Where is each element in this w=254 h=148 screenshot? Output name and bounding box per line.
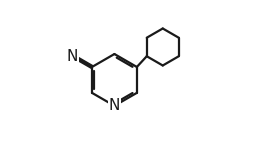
Text: N: N xyxy=(67,49,78,64)
Text: N: N xyxy=(109,98,120,113)
